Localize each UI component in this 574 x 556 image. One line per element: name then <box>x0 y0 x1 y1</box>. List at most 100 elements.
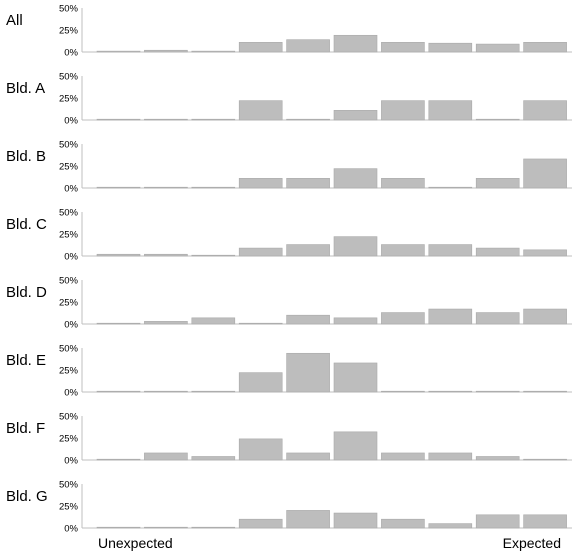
bar <box>96 458 141 461</box>
bar <box>333 110 378 121</box>
bar <box>381 390 425 393</box>
y-tick-label: 0% <box>64 388 78 399</box>
y-tick-label: 25% <box>59 26 79 37</box>
y-tick-label: 25% <box>59 230 79 241</box>
bar <box>428 390 473 393</box>
bar <box>523 100 567 121</box>
bar <box>428 100 473 121</box>
bar <box>191 317 236 325</box>
bar <box>191 390 236 393</box>
bar <box>144 526 188 529</box>
bar <box>523 308 567 325</box>
panel-label: Bld. A <box>6 80 45 97</box>
x-start-label: Unexpected <box>98 535 173 551</box>
bar <box>475 178 520 189</box>
bar <box>191 254 236 257</box>
bar <box>286 510 330 529</box>
y-tick-label: 25% <box>59 162 79 173</box>
panel-4: Bld. C 50% 25% 0% <box>6 208 572 263</box>
y-tick-label: 0% <box>64 524 78 535</box>
bar <box>96 526 141 529</box>
bar <box>523 42 567 53</box>
bar <box>144 49 188 53</box>
bar <box>286 244 330 257</box>
y-tick-label: 50% <box>59 344 79 355</box>
x-end-label: Expected <box>503 535 561 551</box>
bar <box>333 236 378 257</box>
bar <box>286 118 330 121</box>
bar <box>333 512 378 529</box>
bar <box>428 308 473 325</box>
y-tick-label: 25% <box>59 94 79 105</box>
bar <box>381 100 425 121</box>
bar <box>523 390 567 393</box>
bar <box>96 118 141 121</box>
bar <box>475 247 520 257</box>
bar <box>238 438 283 461</box>
bar <box>381 312 425 325</box>
bar <box>238 518 283 529</box>
bar <box>381 178 425 189</box>
y-tick-label: 50% <box>59 140 79 151</box>
bar <box>475 312 520 325</box>
y-tick-label: 50% <box>59 72 79 83</box>
panel-8: Bld. G 50% 25% 0% <box>6 480 572 535</box>
bar <box>475 43 520 53</box>
bar <box>286 452 330 461</box>
y-tick-label: 25% <box>59 366 79 377</box>
bar <box>333 34 378 53</box>
bar <box>144 253 188 257</box>
bar <box>381 244 425 257</box>
bar <box>238 100 283 121</box>
bar <box>333 168 378 189</box>
bar <box>523 249 567 257</box>
y-tick-label: 50% <box>59 208 79 219</box>
bar <box>381 452 425 461</box>
bar <box>191 186 236 189</box>
bar <box>428 244 473 257</box>
panel-7: Bld. F 50% 25% 0% <box>6 412 572 467</box>
bar <box>428 523 473 529</box>
panel-label: Bld. C <box>6 216 47 233</box>
bar <box>238 42 283 53</box>
panel-label: Bld. E <box>6 352 46 369</box>
y-tick-label: 0% <box>64 320 78 331</box>
y-tick-label: 50% <box>59 4 79 15</box>
panel-label: Bld. F <box>6 420 45 437</box>
bar <box>286 314 330 325</box>
panel-label: Bld. D <box>6 284 47 301</box>
bar <box>428 452 473 461</box>
y-tick-label: 50% <box>59 480 79 491</box>
panel-5: Bld. D 50% 25% 0% <box>6 276 572 331</box>
bar <box>238 322 283 325</box>
bar <box>238 372 283 393</box>
bar <box>475 514 520 529</box>
y-tick-label: 25% <box>59 434 79 445</box>
bar <box>191 118 236 121</box>
y-tick-label: 0% <box>64 456 78 467</box>
bar <box>333 362 378 393</box>
y-tick-label: 25% <box>59 502 79 513</box>
bar <box>523 158 567 189</box>
y-tick-label: 0% <box>64 184 78 195</box>
bar <box>475 118 520 121</box>
panel-2: Bld. A 50% 25% 0% <box>6 72 572 127</box>
bar <box>238 247 283 257</box>
bar <box>96 322 141 325</box>
bar <box>144 390 188 393</box>
y-tick-label: 50% <box>59 412 79 423</box>
panel-label: Bld. B <box>6 148 46 165</box>
bar <box>286 352 330 393</box>
bar <box>428 186 473 189</box>
bar <box>144 452 188 461</box>
y-tick-label: 0% <box>64 252 78 263</box>
bar <box>238 178 283 189</box>
y-tick-label: 50% <box>59 276 79 287</box>
panel-3: Bld. B 50% 25% 0% <box>6 140 572 195</box>
bar <box>96 253 141 257</box>
bar <box>475 390 520 393</box>
bar <box>286 39 330 53</box>
bar <box>333 317 378 325</box>
panel-label: All <box>6 12 23 29</box>
